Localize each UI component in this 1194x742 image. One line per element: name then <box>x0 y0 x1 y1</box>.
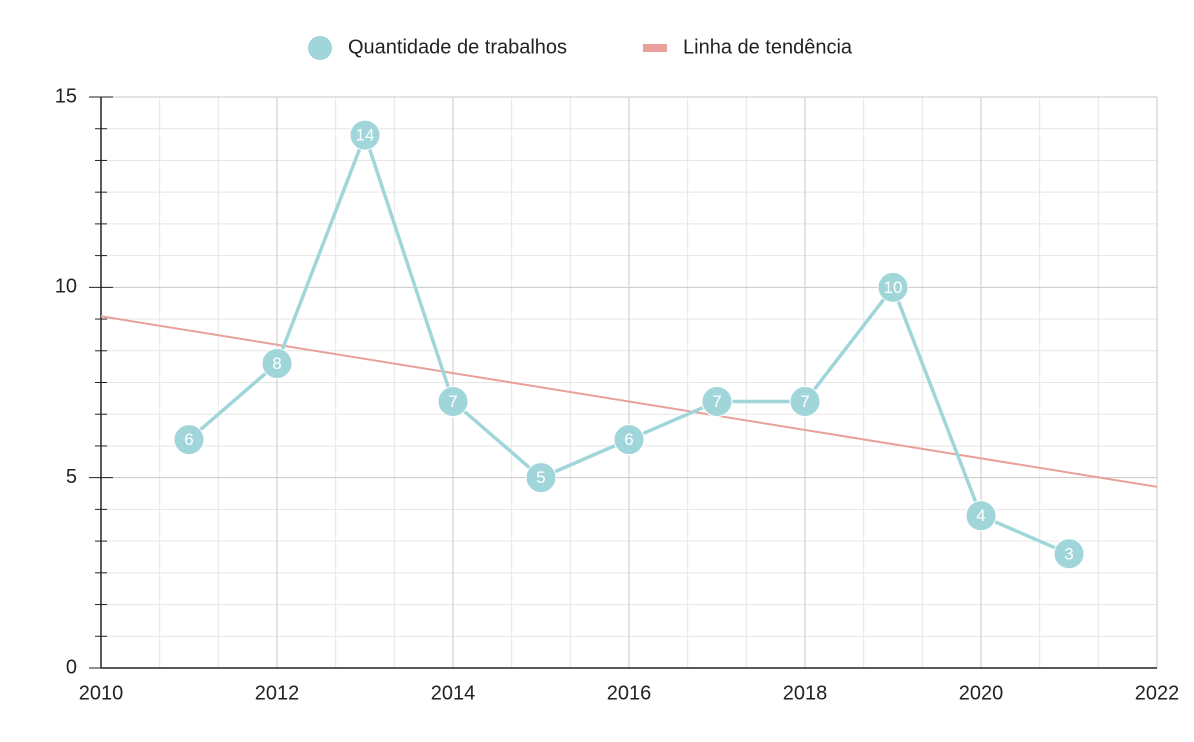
y-tick-label: 15 <box>55 85 77 107</box>
y-tick-label: 10 <box>55 276 77 298</box>
x-tick-label: 2014 <box>431 682 476 704</box>
point <box>1053 538 1085 570</box>
point <box>261 347 293 379</box>
y-tick-label: 0 <box>66 656 77 678</box>
point <box>965 500 997 532</box>
data-label: 7 <box>712 392 721 411</box>
data-label: 10 <box>884 278 903 297</box>
point <box>701 386 733 418</box>
point <box>437 386 469 418</box>
data-label: 7 <box>448 392 457 411</box>
data-label: 4 <box>976 506 985 525</box>
legend-marker <box>308 36 332 60</box>
data-label: 5 <box>536 468 545 487</box>
point <box>789 386 821 418</box>
y-tick-label: 5 <box>66 466 77 488</box>
trend-line <box>100 315 1158 488</box>
x-tick-label: 2022 <box>1135 682 1180 704</box>
data-label: 14 <box>356 126 375 145</box>
point <box>349 119 381 151</box>
point <box>877 271 909 303</box>
point <box>173 424 205 456</box>
x-tick-label: 2010 <box>79 682 124 704</box>
x-tick-label: 2018 <box>783 682 828 704</box>
data-label: 6 <box>624 430 633 449</box>
x-tick-label: 2016 <box>607 682 652 704</box>
data-label: 8 <box>272 354 281 373</box>
legend-label: Linha de tendência <box>683 36 853 58</box>
data-label: 6 <box>184 430 193 449</box>
data-label: 7 <box>800 392 809 411</box>
legend-marker <box>643 44 667 52</box>
x-tick-label: 2020 <box>959 682 1004 704</box>
x-tick-label: 2012 <box>255 682 300 704</box>
data-label: 3 <box>1064 544 1073 563</box>
point <box>613 424 645 456</box>
legend-label: Quantidade de trabalhos <box>348 36 567 58</box>
point <box>525 462 557 494</box>
